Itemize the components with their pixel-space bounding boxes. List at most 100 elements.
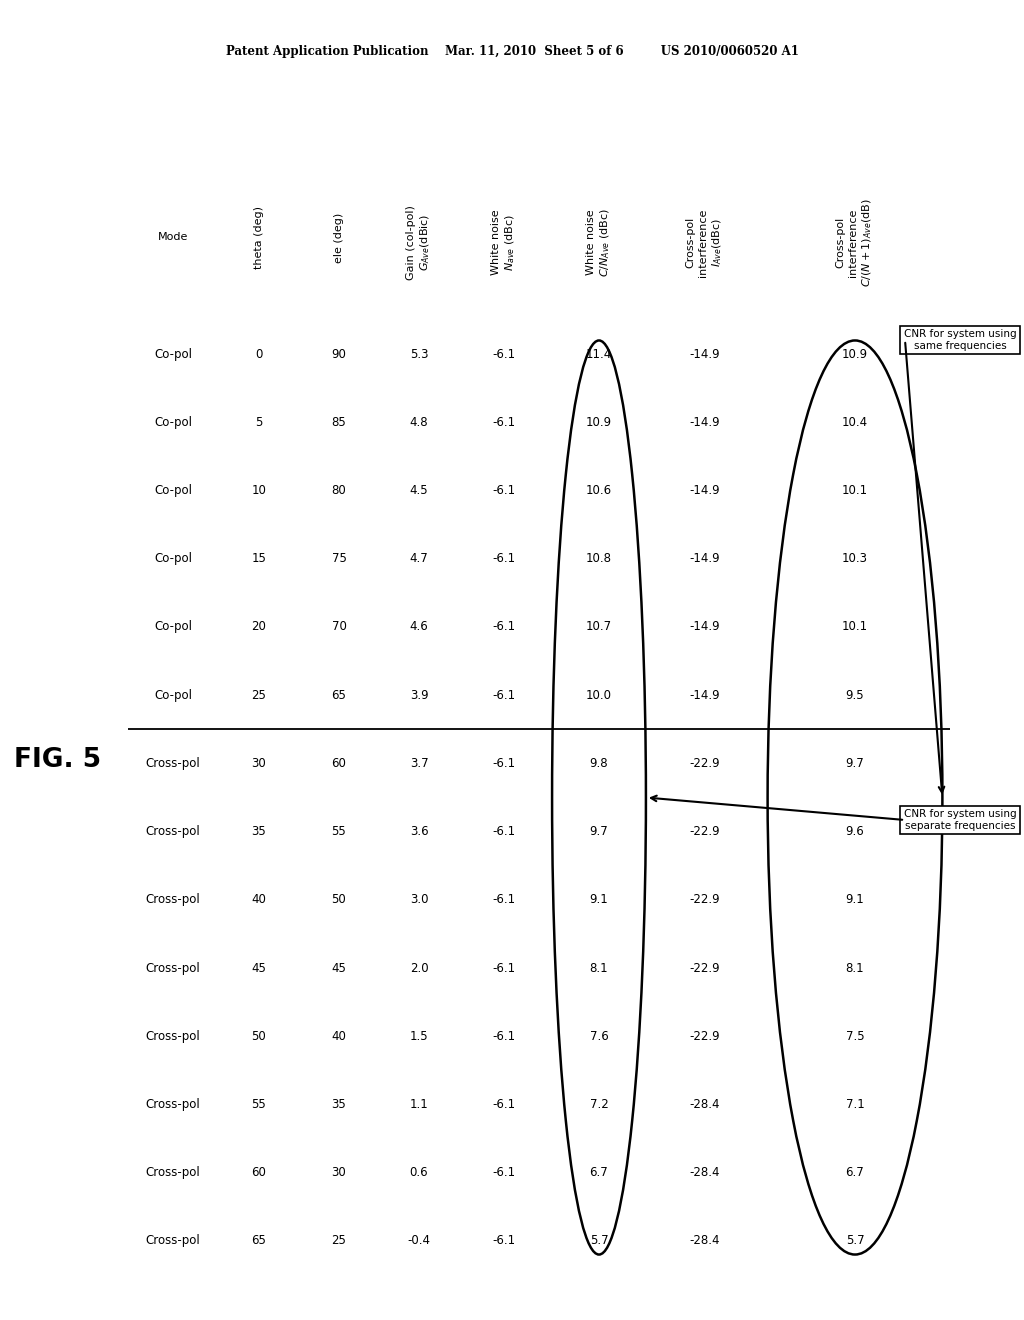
Text: -6.1: -6.1	[493, 416, 515, 429]
Text: ele (deg): ele (deg)	[334, 213, 344, 263]
Text: 15: 15	[252, 552, 266, 565]
Text: 11.4: 11.4	[586, 347, 612, 360]
Text: 9.7: 9.7	[846, 756, 864, 770]
Text: 7.1: 7.1	[846, 1098, 864, 1111]
Text: -28.4: -28.4	[690, 1234, 720, 1247]
Text: 3.7: 3.7	[410, 756, 428, 770]
Text: 90: 90	[332, 347, 346, 360]
Text: 30: 30	[332, 1166, 346, 1179]
Text: -22.9: -22.9	[690, 894, 720, 907]
Text: 30: 30	[252, 756, 266, 770]
Text: -14.9: -14.9	[690, 416, 720, 429]
Text: -6.1: -6.1	[493, 484, 515, 498]
Text: Cross-pol: Cross-pol	[145, 756, 201, 770]
Text: 35: 35	[252, 825, 266, 838]
Text: Co-pol: Co-pol	[154, 689, 193, 702]
Text: Co-pol: Co-pol	[154, 484, 193, 498]
Text: 5: 5	[255, 416, 263, 429]
Text: CNR for system using
same frequencies: CNR for system using same frequencies	[904, 329, 1016, 351]
Text: 10.9: 10.9	[842, 347, 868, 360]
Text: 5.7: 5.7	[846, 1234, 864, 1247]
Text: Cross-pol: Cross-pol	[145, 1166, 201, 1179]
Text: 10.0: 10.0	[586, 689, 612, 702]
Text: 5.3: 5.3	[410, 347, 428, 360]
Text: -6.1: -6.1	[493, 1234, 515, 1247]
Text: 1.1: 1.1	[410, 1098, 428, 1111]
Text: -14.9: -14.9	[690, 689, 720, 702]
Text: 10.8: 10.8	[586, 552, 612, 565]
Text: -6.1: -6.1	[493, 825, 515, 838]
Text: theta (deg): theta (deg)	[254, 206, 264, 269]
Text: 7.6: 7.6	[590, 1030, 608, 1043]
Text: 0.6: 0.6	[410, 1166, 428, 1179]
Text: -6.1: -6.1	[493, 1030, 515, 1043]
Text: 3.6: 3.6	[410, 825, 428, 838]
Text: 50: 50	[332, 894, 346, 907]
Text: 10.1: 10.1	[842, 620, 868, 634]
Text: -6.1: -6.1	[493, 689, 515, 702]
Text: -22.9: -22.9	[690, 961, 720, 974]
Text: 25: 25	[252, 689, 266, 702]
Text: -6.1: -6.1	[493, 620, 515, 634]
Text: Cross-pol: Cross-pol	[145, 894, 201, 907]
Text: White noise
$C/N_{Ave}$ (dBc): White noise $C/N_{Ave}$ (dBc)	[586, 209, 612, 277]
Text: 10.9: 10.9	[586, 416, 612, 429]
Text: 10.1: 10.1	[842, 484, 868, 498]
Text: Co-pol: Co-pol	[154, 416, 193, 429]
Text: 4.6: 4.6	[410, 620, 428, 634]
Text: 65: 65	[252, 1234, 266, 1247]
Text: -22.9: -22.9	[690, 756, 720, 770]
Text: 4.8: 4.8	[410, 416, 428, 429]
Text: 9.8: 9.8	[590, 756, 608, 770]
Text: Gain (col-pol)
$G_{Ave}$(dBic): Gain (col-pol) $G_{Ave}$(dBic)	[406, 205, 432, 280]
Text: 40: 40	[332, 1030, 346, 1043]
Text: 9.7: 9.7	[590, 825, 608, 838]
Text: -14.9: -14.9	[690, 484, 720, 498]
Text: Co-pol: Co-pol	[154, 620, 193, 634]
Text: White noise
$N_{ave}$ (dBc): White noise $N_{ave}$ (dBc)	[490, 210, 517, 276]
Text: -28.4: -28.4	[690, 1098, 720, 1111]
Text: 9.5: 9.5	[846, 689, 864, 702]
Text: 9.1: 9.1	[590, 894, 608, 907]
Text: -14.9: -14.9	[690, 347, 720, 360]
Text: Cross-pol: Cross-pol	[145, 825, 201, 838]
Text: 8.1: 8.1	[846, 961, 864, 974]
Text: 20: 20	[252, 620, 266, 634]
Text: Co-pol: Co-pol	[154, 347, 193, 360]
Text: 10.7: 10.7	[586, 620, 612, 634]
Text: 2.0: 2.0	[410, 961, 428, 974]
Text: Cross-pol: Cross-pol	[145, 1234, 201, 1247]
Text: -6.1: -6.1	[493, 756, 515, 770]
Text: Cross-pol
interference
$I_{Ave}$(dBc): Cross-pol interference $I_{Ave}$(dBc)	[685, 209, 724, 277]
Text: 10.3: 10.3	[842, 552, 868, 565]
Text: 5.7: 5.7	[590, 1234, 608, 1247]
Text: 3.9: 3.9	[410, 689, 428, 702]
Text: Mode: Mode	[158, 232, 188, 243]
Text: 4.7: 4.7	[410, 552, 428, 565]
Text: FIG. 5: FIG. 5	[14, 747, 101, 774]
Text: Co-pol: Co-pol	[154, 552, 193, 565]
Text: Cross-pol: Cross-pol	[145, 1098, 201, 1111]
Text: 65: 65	[332, 689, 346, 702]
Text: 0: 0	[255, 347, 263, 360]
Text: 6.7: 6.7	[590, 1166, 608, 1179]
Text: 10.4: 10.4	[842, 416, 868, 429]
Text: 50: 50	[252, 1030, 266, 1043]
Text: 9.1: 9.1	[846, 894, 864, 907]
Text: 45: 45	[332, 961, 346, 974]
Text: -6.1: -6.1	[493, 347, 515, 360]
Text: Cross-pol: Cross-pol	[145, 961, 201, 974]
Text: -22.9: -22.9	[690, 1030, 720, 1043]
Text: 10.6: 10.6	[586, 484, 612, 498]
Text: 35: 35	[332, 1098, 346, 1111]
Text: 85: 85	[332, 416, 346, 429]
Text: -28.4: -28.4	[690, 1166, 720, 1179]
Text: 75: 75	[332, 552, 346, 565]
Text: -22.9: -22.9	[690, 825, 720, 838]
Text: 7.5: 7.5	[846, 1030, 864, 1043]
Text: 6.7: 6.7	[846, 1166, 864, 1179]
Text: 80: 80	[332, 484, 346, 498]
Text: 70: 70	[332, 620, 346, 634]
Text: Cross-pol: Cross-pol	[145, 1030, 201, 1043]
Text: -0.4: -0.4	[408, 1234, 430, 1247]
